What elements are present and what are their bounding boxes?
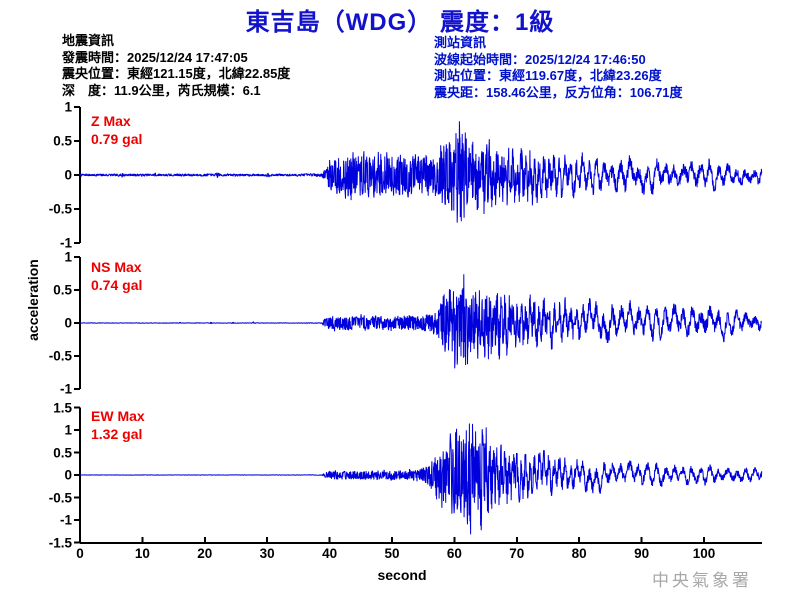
channel-name-ns: NS Max — [91, 259, 142, 275]
x-tick-label: 0 — [76, 546, 84, 561]
y-tick-label: 0.5 — [53, 282, 72, 298]
x-tick-label: 30 — [259, 546, 275, 561]
x-tick-label: 70 — [509, 546, 525, 561]
y-tick-label: 0.5 — [53, 445, 72, 460]
y-tick-label: -0.5 — [48, 490, 72, 505]
page-title: 東吉島（WDG） 震度：1級 — [245, 9, 555, 36]
y-tick-label: 0 — [64, 315, 72, 331]
channel-max-ns: 0.74 gal — [91, 277, 143, 293]
y-tick-label: 1 — [64, 422, 72, 438]
earthquake-info-block: 地震資訊 發震時間：2025/12/24 17:47:05 震央位置：東經121… — [62, 33, 290, 99]
channel-max-ew: 1.32 gal — [91, 426, 143, 442]
station-info-block: 測站資訊 波線起始時間：2025/12/24 17:46:50 測站位置：東經1… — [434, 35, 683, 101]
y-tick-label: 0.5 — [53, 133, 72, 149]
x-tick-label: 50 — [384, 546, 400, 561]
waveform-trace-ns — [80, 274, 762, 369]
station-info-heading: 測站資訊 — [434, 35, 487, 50]
waveform-trace-z — [79, 121, 763, 223]
x-tick-label: 80 — [571, 546, 587, 561]
channel-max-z: 0.79 gal — [91, 131, 143, 147]
channel-name-ew: EW Max — [91, 408, 145, 424]
x-tick-label: 100 — [692, 546, 716, 561]
channel-label-ew: EW Max 1.32 gal — [91, 407, 145, 443]
wave-start-time-line: 波線起始時間：2025/12/24 17:46:50 — [434, 51, 646, 67]
earthquake-info-heading: 地震資訊 — [62, 33, 115, 48]
x-tick-label: 20 — [197, 546, 213, 561]
agency-watermark: 中央氣象署 — [652, 571, 752, 590]
x-tick-label: 40 — [322, 546, 338, 561]
x-axis-title: second — [377, 567, 427, 583]
channel-label-ns: NS Max 0.74 gal — [91, 258, 142, 294]
y-tick-label: -1 — [59, 512, 72, 528]
y-tick-label: -1.5 — [48, 535, 72, 550]
y-tick-label: 1 — [64, 249, 72, 265]
y-tick-label: -1 — [59, 235, 72, 251]
waveform-trace-ew — [79, 423, 763, 535]
x-tick-label: 60 — [446, 546, 462, 561]
y-tick-label: 1.5 — [53, 400, 72, 415]
y-tick-label: -0.5 — [48, 348, 72, 364]
channel-name-z: Z Max — [91, 113, 131, 129]
x-tick-label: 90 — [634, 546, 650, 561]
depth-magnitude-line: 深 度：11.9公里，芮氏規模：6.1 — [62, 82, 261, 98]
channel-label-z: Z Max 0.79 gal — [91, 112, 142, 148]
y-tick-label: -0.5 — [48, 201, 72, 217]
epicenter-location-line: 震央位置：東經121.15度，北緯22.85度 — [62, 66, 291, 81]
y-tick-label: 1 — [64, 99, 72, 115]
station-location-line: 測站位置：東經119.67度，北緯23.26度 — [434, 68, 662, 83]
y-tick-label: -1 — [59, 381, 72, 397]
epicentral-distance-line: 震央距：158.46公里，反方位角：106.71度 — [434, 84, 683, 100]
y-tick-label: 0 — [64, 467, 72, 483]
x-tick-label: 10 — [134, 546, 150, 561]
origin-time-line: 發震時間：2025/12/24 17:47:05 — [62, 49, 248, 65]
y-tick-label: 0 — [64, 167, 72, 183]
